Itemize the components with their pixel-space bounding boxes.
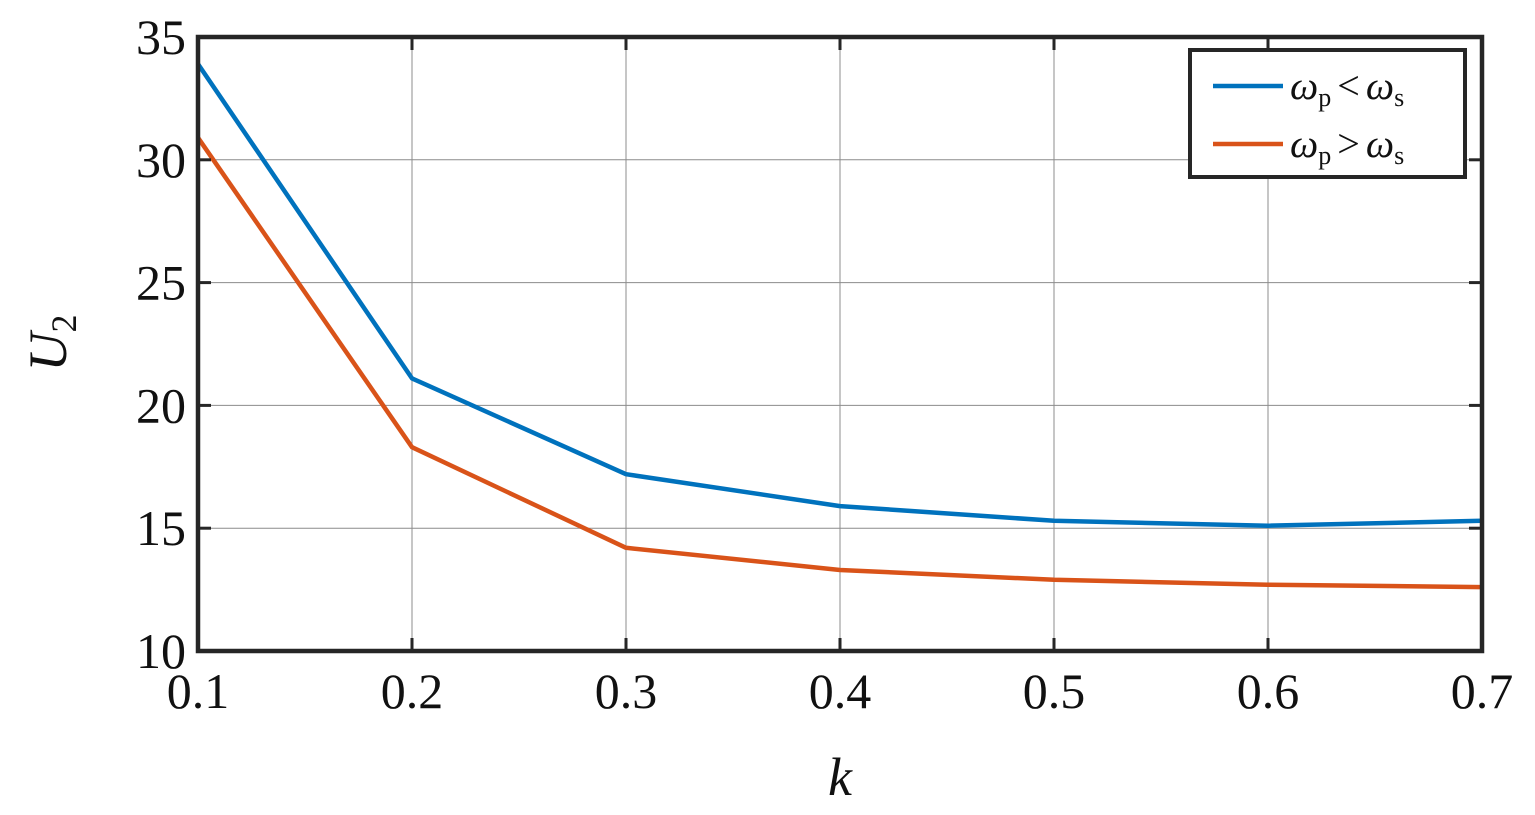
- x-tick-label: 0.4: [809, 663, 872, 719]
- y-tick-label: 15: [136, 500, 186, 556]
- y-tick-label: 20: [136, 377, 186, 433]
- y-tick-label: 10: [136, 623, 186, 679]
- series-line-2: [196, 136, 1483, 590]
- legend-label-1: ωp < ωs: [1290, 63, 1404, 112]
- y-tick-labels: 10 15 20 25 30 35: [136, 9, 186, 679]
- x-tick-label: 0.6: [1237, 663, 1300, 719]
- y-tick-label: 25: [136, 255, 186, 311]
- y-axis-label: U2: [18, 315, 84, 372]
- legend: ωp < ωs ωp > ωs: [1188, 48, 1467, 179]
- x-tick-label: 0.2: [381, 663, 444, 719]
- series-lines: [196, 62, 1483, 590]
- x-tick-label: 0.3: [595, 663, 658, 719]
- axis-ticks: [196, 35, 1484, 653]
- legend-box: [1188, 48, 1467, 179]
- x-axis-label: k: [828, 747, 853, 807]
- x-tick-label: 0.1: [167, 663, 230, 719]
- legend-label-2: ωp > ωs: [1290, 121, 1404, 170]
- x-tick-label: 0.5: [1023, 663, 1086, 719]
- y-tick-label: 35: [136, 9, 186, 65]
- x-tick-labels: 0.1 0.2 0.3 0.4 0.5 0.6 0.7: [167, 663, 1514, 719]
- series-line-1: [196, 62, 1483, 528]
- y-tick-label: 30: [136, 132, 186, 188]
- x-tick-label: 0.7: [1451, 663, 1514, 719]
